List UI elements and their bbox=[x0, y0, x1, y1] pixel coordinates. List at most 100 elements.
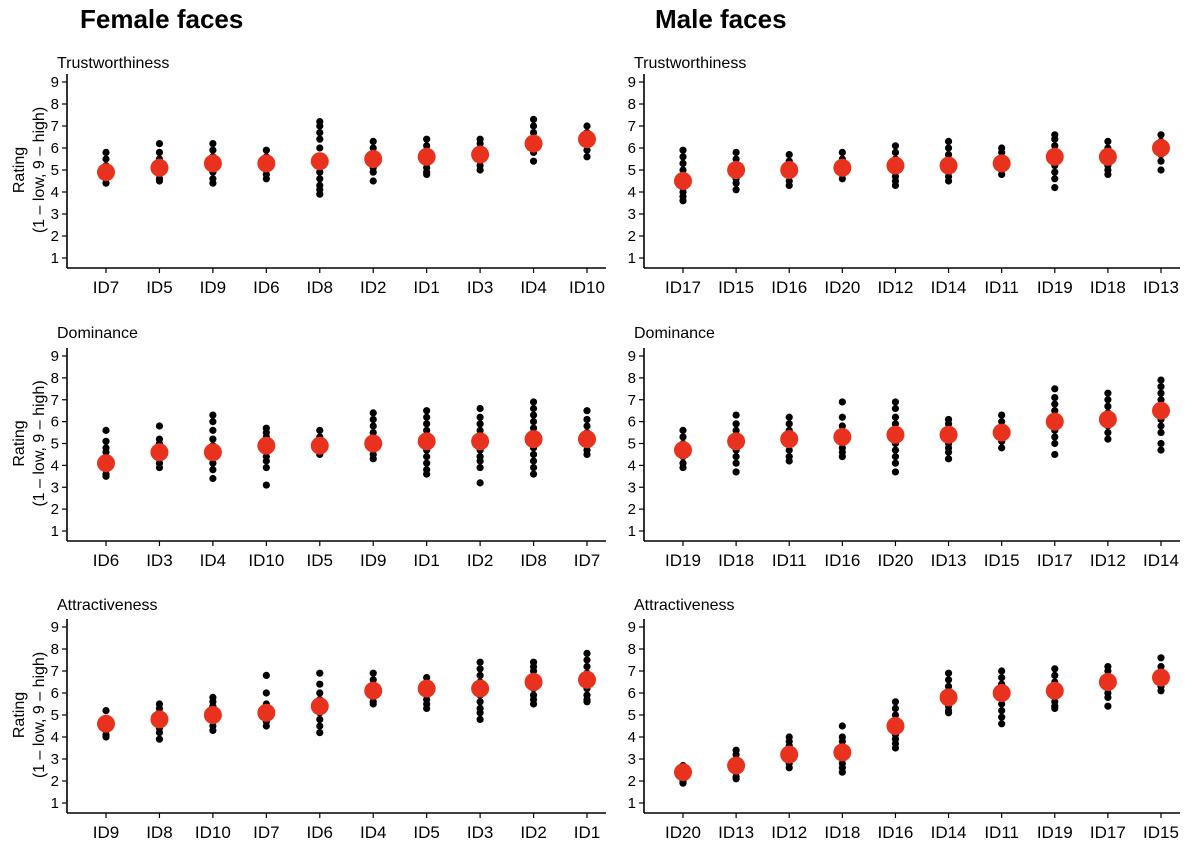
female-trustworthiness-rating-point bbox=[423, 170, 431, 178]
female-attractiveness-y-tick-label: 7 bbox=[51, 663, 59, 680]
male-trustworthiness-title: Trustworthiness bbox=[634, 55, 746, 72]
male-dominance-mean-point bbox=[1152, 401, 1170, 420]
female-attractiveness-y-label-sub: (1 – low, 9 – high) bbox=[31, 652, 48, 778]
male-dominance-rating-point bbox=[732, 459, 740, 467]
male-dominance-rating-point bbox=[1051, 407, 1059, 415]
female-dominance-rating-point bbox=[209, 426, 217, 434]
male-attractiveness-rating-point bbox=[998, 707, 1006, 715]
male-dominance-rating-point bbox=[732, 468, 740, 476]
male-trustworthiness-y-tick-label: 3 bbox=[628, 206, 636, 223]
male-dominance-rating-point bbox=[785, 446, 793, 454]
female-attractiveness-rating-point bbox=[262, 689, 270, 697]
female-attractiveness-rating-point bbox=[316, 729, 324, 737]
female-attractiveness-y-tick-label: 3 bbox=[51, 751, 59, 768]
male-dominance-rating-point bbox=[1104, 402, 1112, 410]
female-attractiveness-y-tick-label: 8 bbox=[51, 641, 59, 658]
female-dominance-rating-point bbox=[476, 426, 484, 434]
female-trustworthiness-rating-point bbox=[155, 140, 164, 148]
female-dominance-rating-point bbox=[369, 455, 377, 463]
male-trustworthiness-rating-point bbox=[732, 155, 740, 163]
female-dominance-rating-point bbox=[476, 404, 484, 413]
female-dominance-rating-point bbox=[476, 413, 484, 421]
female-attractiveness-rating-point bbox=[583, 698, 591, 706]
male-dominance-rating-point bbox=[891, 446, 900, 454]
male-dominance-rating-point bbox=[891, 398, 900, 406]
male-dominance-rating-point bbox=[838, 422, 846, 430]
male-attractiveness-rating-point bbox=[998, 700, 1006, 708]
female-attractiveness-mean-point bbox=[364, 681, 383, 700]
female-dominance-rating-point bbox=[369, 409, 377, 417]
female-attractiveness-y-label: Rating bbox=[11, 692, 28, 738]
female-dominance-rating-point bbox=[583, 450, 591, 459]
male-dominance-x-tick-label: ID17 bbox=[1037, 551, 1073, 570]
male-trustworthiness-rating-point bbox=[679, 166, 687, 174]
male-dominance-x-tick-label: ID14 bbox=[1143, 551, 1179, 570]
female-dominance-rating-point bbox=[423, 459, 431, 467]
male-attractiveness-mean-point bbox=[1152, 668, 1170, 687]
male-attractiveness-rating-point bbox=[1051, 704, 1059, 713]
male-trustworthiness-y-tick-label: 6 bbox=[628, 140, 636, 157]
male-dominance-y-tick-label: 5 bbox=[628, 436, 636, 453]
male-trustworthiness-x-tick-label: ID20 bbox=[824, 278, 860, 297]
female-dominance-x-tick-label: ID6 bbox=[93, 551, 119, 570]
female-attractiveness-mean-point bbox=[471, 679, 490, 698]
female-dominance-rating-point bbox=[529, 450, 538, 459]
female-dominance-rating-point bbox=[155, 463, 164, 472]
female-dominance-rating-point bbox=[423, 453, 431, 461]
female-attractiveness-y-tick-label: 9 bbox=[51, 619, 59, 636]
female-dominance-x-tick-label: ID3 bbox=[146, 551, 172, 570]
female-trustworthiness-rating-point bbox=[529, 115, 538, 123]
male-dominance-x-tick-label: ID16 bbox=[824, 551, 860, 570]
female-dominance-rating-point bbox=[423, 426, 431, 434]
male-dominance-rating-point bbox=[998, 418, 1006, 426]
female-attractiveness-rating-point bbox=[262, 722, 270, 730]
male-dominance-rating-point bbox=[1157, 383, 1165, 391]
female-attractiveness-rating-point bbox=[476, 709, 484, 717]
male-dominance-rating-point bbox=[944, 455, 953, 463]
male-dominance-rating-point bbox=[891, 453, 900, 461]
male-attractiveness-y-tick-label: 5 bbox=[628, 707, 636, 724]
male-dominance-rating-point bbox=[679, 426, 687, 434]
male-dominance-rating-point bbox=[944, 448, 953, 456]
female-dominance-mean-point bbox=[257, 436, 276, 455]
male-attractiveness-y-tick-label: 9 bbox=[628, 619, 636, 636]
female-attractiveness-rating-point bbox=[209, 726, 217, 735]
male-trustworthiness-rating-point bbox=[732, 148, 740, 156]
female-attractiveness-rating-point bbox=[316, 715, 324, 724]
female-trustworthiness-x-tick-label: ID7 bbox=[93, 278, 119, 297]
male-trustworthiness-rating-point bbox=[1104, 137, 1112, 145]
male-trustworthiness-x-tick-label: ID11 bbox=[984, 278, 1019, 297]
male-dominance-rating-point bbox=[998, 444, 1006, 452]
female-attractiveness-rating-point bbox=[369, 669, 377, 677]
male-attractiveness-title: Attractiveness bbox=[634, 597, 734, 614]
female-trustworthiness-y-tick-label: 3 bbox=[51, 206, 59, 223]
male-attractiveness-x-tick-label: ID14 bbox=[931, 823, 967, 842]
female-dominance-rating-point bbox=[423, 470, 431, 478]
female-dominance-rating-point bbox=[102, 426, 110, 434]
male-dominance-y-tick-label: 6 bbox=[628, 414, 636, 431]
female-dominance-rating-point bbox=[529, 470, 538, 478]
female-dominance-rating-point bbox=[423, 407, 431, 415]
female-dominance-y-label-sub: (1 – low, 9 – high) bbox=[31, 380, 48, 506]
female-dominance-rating-point bbox=[529, 463, 538, 472]
male-trustworthiness-rating-point bbox=[1157, 166, 1165, 174]
female-dominance-rating-point bbox=[209, 418, 217, 426]
female-trustworthiness-x-tick-label: ID5 bbox=[146, 278, 172, 297]
male-trustworthiness-rating-point bbox=[1051, 135, 1059, 143]
female-attractiveness-rating-point bbox=[476, 671, 484, 680]
male-trustworthiness-mean-point bbox=[1098, 147, 1117, 166]
male-attractiveness-rating-point bbox=[732, 775, 740, 783]
male-attractiveness-x-tick-label: ID12 bbox=[771, 823, 807, 842]
male-attractiveness-rating-point bbox=[891, 711, 900, 719]
female-attractiveness-x-tick-label: ID10 bbox=[195, 823, 231, 842]
male-trustworthiness-rating-point bbox=[1157, 131, 1165, 139]
female-trustworthiness-x-tick-label: ID2 bbox=[360, 278, 386, 297]
male-dominance-rating-point bbox=[1051, 385, 1059, 393]
female-dominance-rating-point bbox=[476, 463, 484, 472]
female-attractiveness-rating-point bbox=[583, 656, 591, 664]
female-trustworthiness-mean-point bbox=[150, 158, 169, 177]
male-attractiveness-x-tick-label: ID11 bbox=[984, 823, 1019, 842]
male-trustworthiness-mean-point bbox=[833, 158, 852, 177]
female-dominance-rating-point bbox=[262, 463, 270, 472]
